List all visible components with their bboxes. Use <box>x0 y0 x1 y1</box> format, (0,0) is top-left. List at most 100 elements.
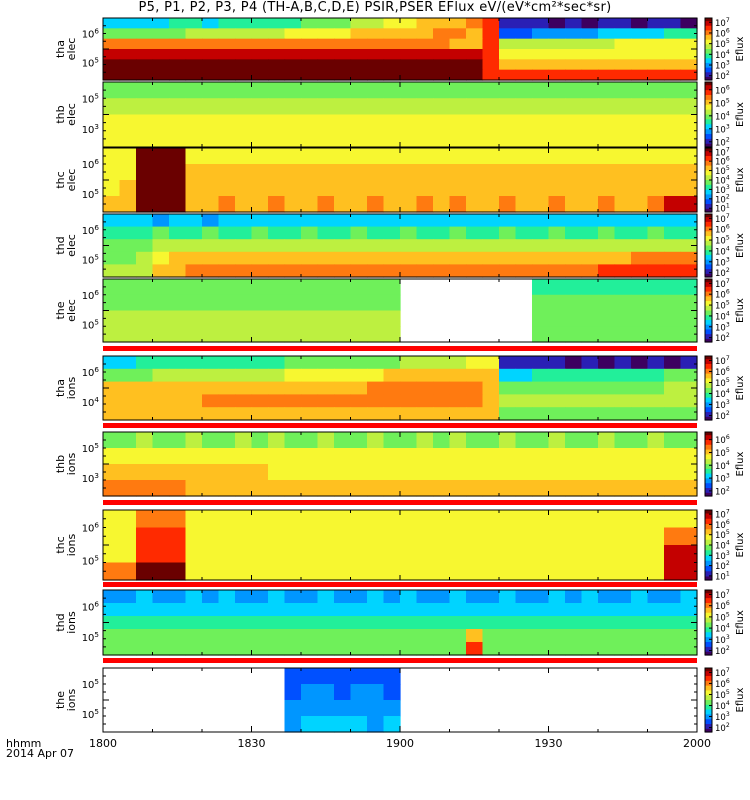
colorbar-frame <box>704 667 713 733</box>
colorbar-tick-label: 102 <box>715 193 730 205</box>
spectrogram-cell <box>119 527 137 546</box>
spectrogram-cell <box>218 310 236 327</box>
spectrogram-cell <box>317 527 335 546</box>
spectrogram-cell <box>499 148 517 165</box>
colorbar-swatch <box>705 173 712 176</box>
colorbar-tick-label: 102 <box>715 267 730 279</box>
spectrogram-cell <box>416 28 434 40</box>
spectrogram-cell <box>515 448 533 465</box>
spectrogram-cell <box>400 239 418 253</box>
colorbar-swatch <box>705 486 712 489</box>
colorbar-swatch <box>705 511 712 515</box>
panel-label-species: elec <box>65 169 78 192</box>
spectrogram-cell <box>647 164 665 181</box>
spectrogram-cell <box>598 480 616 497</box>
colorbar-swatch <box>705 510 712 513</box>
spectrogram-cell <box>515 590 533 604</box>
colorbar-swatch <box>705 116 712 119</box>
spectrogram-cell <box>268 251 286 265</box>
colorbar-swatch <box>705 717 712 720</box>
spectrogram-cell <box>565 432 583 449</box>
spectrogram-cell <box>400 642 418 656</box>
spectrogram-cell <box>202 148 220 165</box>
spectrogram-cell <box>185 82 203 99</box>
colorbar-swatch <box>705 197 712 200</box>
colorbar-swatch <box>705 483 712 486</box>
spectrogram-cell <box>631 510 649 529</box>
spectrogram-cell <box>185 214 203 228</box>
spectrogram-cell <box>268 214 286 228</box>
spectrogram-cell <box>185 356 203 370</box>
spectrogram-cell <box>449 264 467 278</box>
spectrogram-cell <box>466 603 484 617</box>
colorbar-swatch <box>705 251 712 254</box>
spectrogram-cell <box>185 28 203 40</box>
spectrogram-cell <box>218 432 236 449</box>
spectrogram-cell <box>680 432 698 449</box>
colorbar-swatch <box>705 456 712 459</box>
spectrogram-cell <box>202 130 220 148</box>
spectrogram-cell <box>103 130 121 148</box>
spectrogram-cell <box>565 590 583 604</box>
y-tick-label: 105 <box>82 441 99 455</box>
spectrogram-cell <box>218 82 236 99</box>
spectrogram-cell <box>218 448 236 465</box>
spectrogram-cell <box>103 239 121 253</box>
spectrogram-cell <box>202 239 220 253</box>
colorbar-swatch <box>705 36 712 39</box>
spectrogram-cell <box>433 226 451 240</box>
spectrogram-cell <box>251 480 269 497</box>
spectrogram-cell <box>631 642 649 656</box>
spectrogram-cell <box>268 130 286 148</box>
spectrogram-cell <box>499 180 517 197</box>
spectrogram-cell <box>416 239 434 253</box>
colorbar-swatch <box>705 285 712 288</box>
spectrogram-cell <box>284 510 302 529</box>
colorbar-swatch <box>705 703 712 706</box>
spectrogram-cell <box>532 464 550 481</box>
spectrogram-cell <box>614 59 632 71</box>
spectrogram-cell <box>317 448 335 465</box>
spectrogram-cell <box>152 510 170 529</box>
spectrogram-cell <box>664 326 682 343</box>
colorbar-swatch <box>705 96 712 99</box>
spectrogram-cell <box>680 603 698 617</box>
spectrogram-cell <box>647 432 665 449</box>
y-tick-label: 106 <box>82 599 100 613</box>
spectrogram-cell <box>548 480 566 497</box>
spectrogram-cell <box>152 196 170 213</box>
colorbar-swatch <box>705 142 712 145</box>
spectrogram-cell <box>235 310 253 327</box>
spectrogram-cell <box>202 527 220 546</box>
spectrogram-cell <box>268 264 286 278</box>
spectrogram-cell <box>136 28 154 40</box>
spectrogram-cell <box>185 545 203 564</box>
spectrogram-cell <box>631 98 649 116</box>
spectrogram-cell <box>532 214 550 228</box>
colorbar-swatch <box>705 693 712 696</box>
spectrogram-cell <box>334 279 352 296</box>
spectrogram-cell <box>433 629 451 643</box>
spectrogram-cell <box>334 59 352 71</box>
spectrogram-cell <box>499 448 517 465</box>
spectrogram-cell <box>598 603 616 617</box>
spectrogram-cell <box>367 49 385 60</box>
colorbar-tick-label: 104 <box>715 460 730 472</box>
spectrogram-cell <box>400 368 418 383</box>
spectrogram-cell <box>548 82 566 99</box>
spectrogram-cell <box>664 629 682 643</box>
spectrogram-cell <box>235 407 253 421</box>
spectrogram-cell <box>482 642 500 656</box>
colorbar-tick-label: 107 <box>715 667 730 679</box>
colorbar-swatch <box>705 199 712 202</box>
colorbar-swatch <box>705 19 712 22</box>
spectrogram-cell <box>301 38 319 50</box>
spectrogram-cell <box>631 480 649 497</box>
spectrogram-cell <box>416 407 434 421</box>
spectrogram-cell <box>581 294 599 312</box>
colorbar-swatch <box>705 135 712 138</box>
spectrogram-cell <box>383 700 401 717</box>
spectrogram-cell <box>103 98 121 116</box>
spectrogram-cell <box>317 432 335 449</box>
spectrogram-cell <box>433 148 451 165</box>
